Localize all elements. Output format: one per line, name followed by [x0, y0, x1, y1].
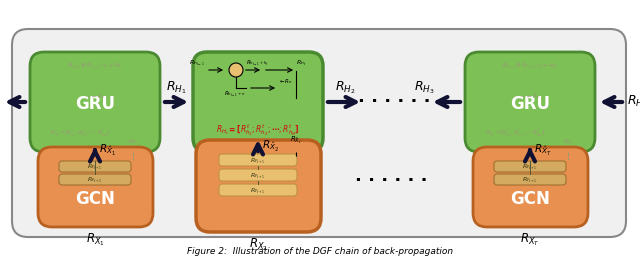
Text: Figure 2:  Illustration of the DGF chain of back-propagation: Figure 2: Illustration of the DGF chain …	[187, 248, 453, 257]
Text: $R_{X_T}$: $R_{X_T}$	[520, 231, 540, 248]
Text: · · · · · ·: · · · · · ·	[358, 93, 430, 111]
Text: $R_{F_{t+1}}$: $R_{F_{t+1}}$	[250, 156, 266, 166]
Text: $R_{H_t} = [R_{h_1}^t; R_{h_2}^t; \cdots; R_{h_N}^t]$: $R_{H_t} = [R_{h_1}^t; R_{h_2}^t; \cdots…	[485, 128, 545, 140]
Text: $R_{h_{t-1}} \oplus R_{h_{t-1}+h_t} \leftarrow R_{h_t}$: $R_{h_{t-1}} \oplus R_{h_{t-1}+h_t} \lef…	[67, 61, 124, 71]
FancyBboxPatch shape	[219, 169, 297, 181]
Text: $R_{\hat{X}_t}$: $R_{\hat{X}_t}$	[127, 137, 138, 147]
FancyBboxPatch shape	[38, 147, 153, 227]
FancyBboxPatch shape	[12, 29, 626, 237]
Circle shape	[229, 63, 243, 77]
Text: $R_{F_{t+1}}$: $R_{F_{t+1}}$	[522, 162, 538, 172]
FancyBboxPatch shape	[59, 161, 131, 172]
FancyBboxPatch shape	[473, 147, 588, 227]
FancyBboxPatch shape	[193, 52, 323, 152]
Text: $R_{X_1}$: $R_{X_1}$	[86, 231, 104, 248]
FancyBboxPatch shape	[196, 140, 321, 232]
Text: $R_{H_t} = [R_{h_1}^t; R_{h_2}^t; \cdots; R_{h_N}^t]$: $R_{H_t} = [R_{h_1}^t; R_{h_2}^t; \cdots…	[50, 128, 110, 140]
Text: $R_{H_2}$: $R_{H_2}$	[335, 80, 355, 96]
FancyBboxPatch shape	[59, 174, 131, 185]
FancyBboxPatch shape	[494, 174, 566, 185]
Text: GCN: GCN	[510, 190, 550, 208]
FancyBboxPatch shape	[219, 154, 297, 166]
FancyBboxPatch shape	[30, 52, 160, 152]
Text: $R_{H_T}$: $R_{H_T}$	[627, 94, 640, 110]
Text: $\boldsymbol{R_{H_t} = [R_{h_1}^t; R_{h_2}^t; \cdots; R_{h_N}^t]}$: $\boldsymbol{R_{H_t} = [R_{h_1}^t; R_{h_…	[216, 122, 300, 138]
FancyBboxPatch shape	[219, 184, 297, 196]
Text: GCN: GCN	[75, 190, 115, 208]
Text: $R_{h_{t-1}+n}$: $R_{h_{t-1}+n}$	[223, 89, 245, 99]
Text: $\leftarrow R_n$: $\leftarrow R_n$	[278, 77, 292, 86]
Text: $\cdots \leftarrow R_n$: $\cdots \leftarrow R_n$	[85, 93, 105, 101]
Text: $R_{\hat{X}_t}$: $R_{\hat{X}_t}$	[290, 134, 302, 146]
Text: GRU: GRU	[510, 95, 550, 113]
Text: $R_{\hat{X}_1}$: $R_{\hat{X}_1}$	[99, 142, 116, 158]
FancyBboxPatch shape	[465, 52, 595, 152]
Text: $R_{F_{t+1}}$: $R_{F_{t+1}}$	[87, 162, 103, 172]
Text: · · · · · ·: · · · · · ·	[355, 172, 428, 190]
Text: $R_{\hat{X}_t}$: $R_{\hat{X}_t}$	[563, 137, 573, 147]
FancyBboxPatch shape	[494, 161, 566, 172]
Text: $R_{F_{t+1}}$: $R_{F_{t+1}}$	[522, 175, 538, 185]
Text: $R_{\hat{X}_2}$: $R_{\hat{X}_2}$	[262, 139, 279, 153]
Text: $R_{\hat{X}_T}$: $R_{\hat{X}_T}$	[534, 142, 552, 158]
Text: $R_{F_{t+1}}$: $R_{F_{t+1}}$	[250, 171, 266, 181]
Text: $\cdots \leftarrow R_n$: $\cdots \leftarrow R_n$	[520, 93, 540, 101]
Text: GRU: GRU	[75, 95, 115, 113]
Text: $R_{h_{t-1}+h_t}$: $R_{h_{t-1}+h_t}$	[246, 58, 269, 68]
Text: $R_{H_1}$: $R_{H_1}$	[166, 80, 186, 96]
Text: $R_{h_{t-1}} \oplus R_{h_{t-1}+h_t} \leftarrow R_{h_t}$: $R_{h_{t-1}} \oplus R_{h_{t-1}+h_t} \lef…	[502, 61, 558, 71]
Text: $R_{X_2}$: $R_{X_2}$	[248, 236, 268, 252]
Text: $R_{F_{t+1}}$: $R_{F_{t+1}}$	[250, 186, 266, 196]
Text: $R_{F_{t+1}}$: $R_{F_{t+1}}$	[87, 175, 103, 185]
Text: $R_{h_t}$: $R_{h_t}$	[296, 58, 307, 68]
Text: $R_{H_3}$: $R_{H_3}$	[415, 80, 435, 96]
Text: $R_{h_{t-1}}$: $R_{h_{t-1}}$	[189, 58, 205, 68]
